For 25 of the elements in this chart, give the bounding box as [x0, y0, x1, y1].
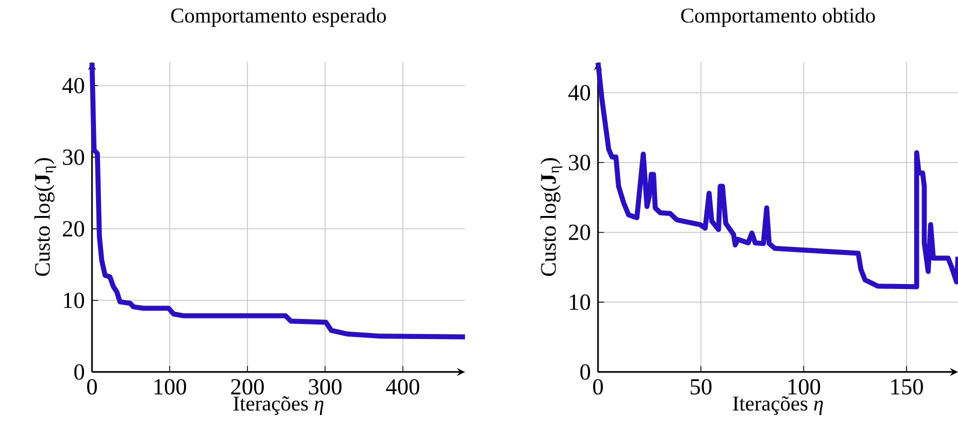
- x-tick-label: 50: [690, 379, 712, 395]
- x-axis-title: Iterações η: [733, 396, 823, 415]
- x-tick-label: 200: [231, 379, 264, 395]
- y-tick-label: 20: [568, 224, 590, 240]
- y-tick-label: 10: [570, 294, 590, 310]
- y-tick-label: 20: [62, 221, 84, 237]
- chart-title: Comportamento esperado: [171, 8, 386, 27]
- y-tick-label: 40: [568, 84, 590, 100]
- chart-title: Comportamento obtido: [681, 8, 875, 27]
- y-axis-title: Custo log(J$_{η}$): [540, 158, 562, 276]
- y-tick-label: 0: [580, 364, 590, 380]
- x-tick-label: 150: [891, 379, 923, 395]
- x-tick-label: 0: [593, 379, 603, 395]
- y-tick-label: 0: [74, 364, 84, 380]
- x-tick-label: 400: [386, 379, 420, 395]
- x-tick-label: 300: [308, 379, 342, 395]
- y-tick-label: 30: [569, 154, 590, 170]
- y-tick-label: 40: [62, 78, 84, 94]
- x-tick-label: 100: [788, 379, 820, 395]
- y-tick-label: 10: [64, 292, 84, 308]
- x-axis-title: Iterações η: [234, 396, 324, 415]
- x-tick-label: 100: [154, 379, 186, 395]
- y-tick-label: 30: [63, 149, 84, 165]
- x-tick-label: 0: [87, 379, 97, 395]
- y-axis-title: Custo log(J$_{η}$): [34, 158, 56, 276]
